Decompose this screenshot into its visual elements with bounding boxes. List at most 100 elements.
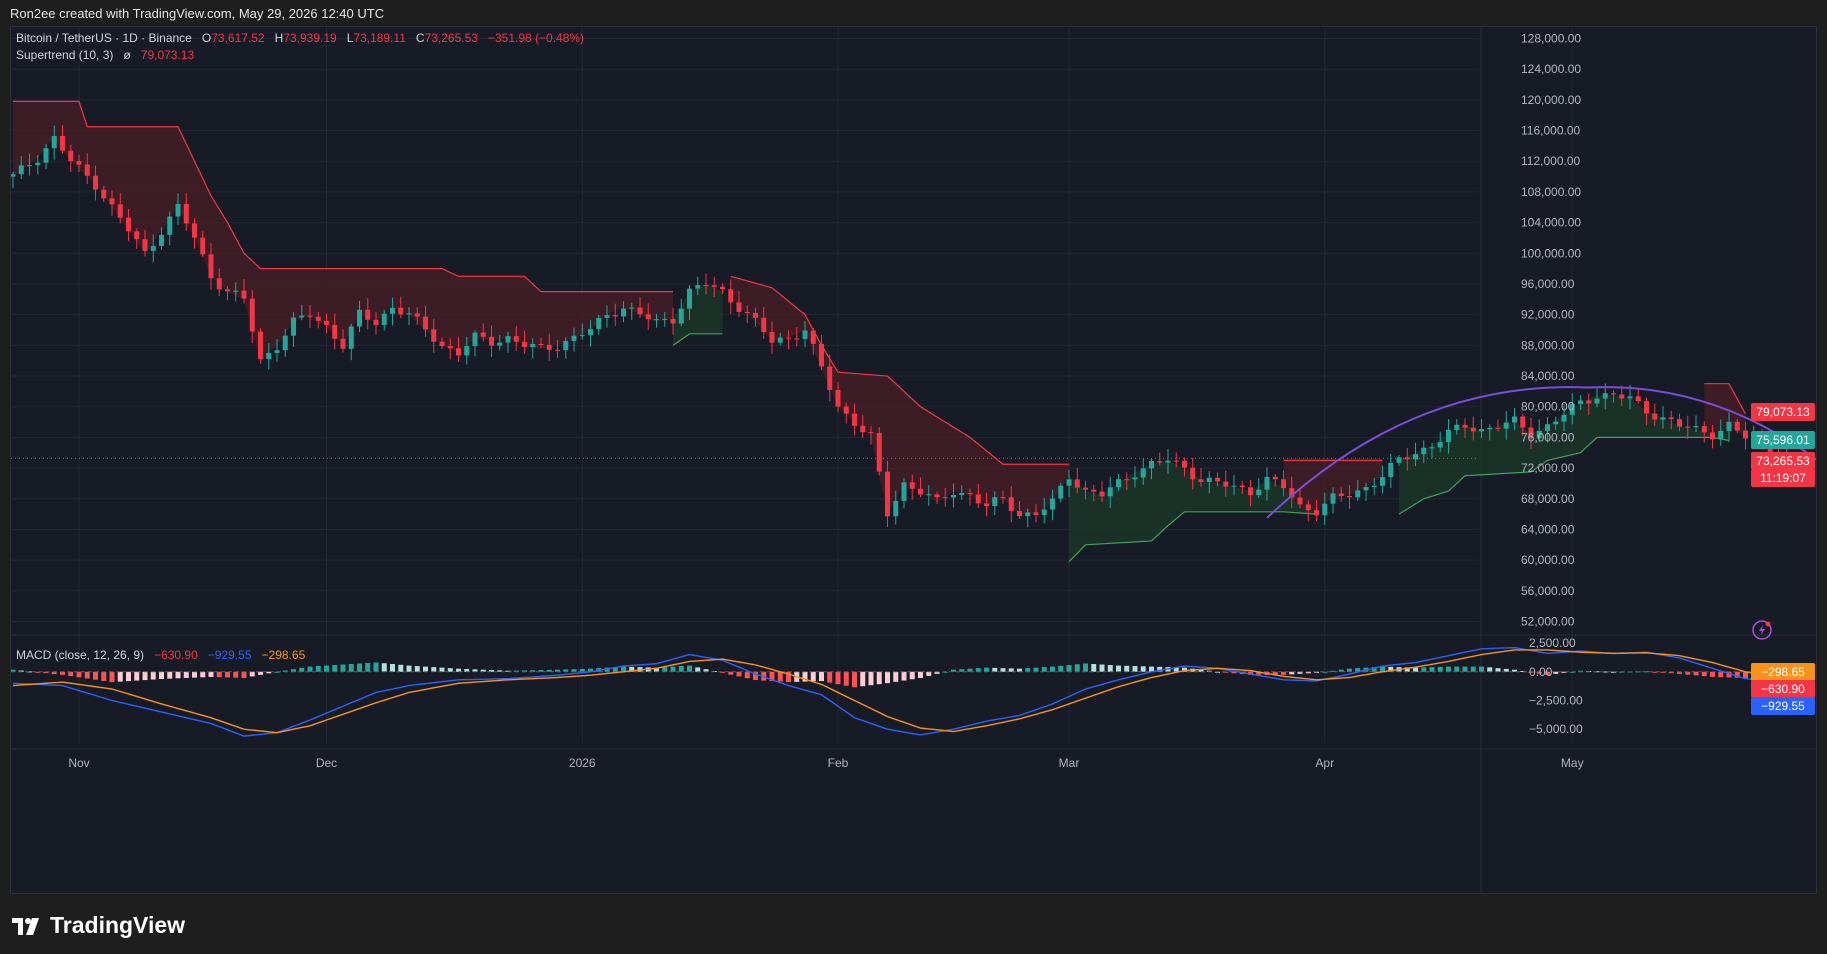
- macd-hist-bar: [464, 669, 470, 672]
- candle-body: [423, 316, 428, 330]
- low-key: L: [346, 31, 354, 45]
- candle-body: [695, 285, 701, 289]
- macd-hist-bar: [1734, 671, 1740, 678]
- tradingview-logo[interactable]: TradingView: [12, 912, 185, 939]
- macd-hist-bar: [1380, 666, 1385, 672]
- candle-body: [1388, 462, 1394, 478]
- macd-hist-badge: −298.65: [1751, 663, 1815, 681]
- candle-body: [381, 313, 387, 326]
- symbol-label[interactable]: Bitcoin / TetherUS · 1D · Binance: [16, 31, 192, 45]
- candle-body: [1413, 454, 1418, 460]
- candle-body: [1050, 498, 1055, 510]
- candle-body: [1033, 512, 1039, 515]
- macd-hist-bar: [1553, 671, 1559, 674]
- macd-hist-bar: [60, 671, 65, 675]
- candle-body: [1734, 421, 1740, 431]
- macd-hist-bar: [241, 671, 247, 678]
- macd-hist-bar: [1107, 665, 1113, 672]
- macd-label: MACD (close, 12, 26, 9): [16, 648, 145, 662]
- chart-frame[interactable]: 128,000.00 124,000.00 120,000.00 116,000.00…: [10, 26, 1817, 894]
- macd-hist-bar: [579, 668, 585, 672]
- macd-hist-bar: [1008, 668, 1014, 672]
- candle-body: [728, 289, 734, 303]
- macd-hist-bar: [1231, 671, 1237, 674]
- candle-body: [373, 319, 379, 326]
- candle-body: [1479, 429, 1484, 432]
- macd-hist-bar: [538, 670, 544, 672]
- candle-body: [11, 174, 16, 177]
- candle-body: [530, 344, 536, 348]
- candle-body: [192, 223, 197, 238]
- candle-body: [175, 203, 181, 217]
- macd-hist-bar: [142, 671, 148, 681]
- candle-body: [885, 471, 890, 517]
- candle-body: [794, 338, 800, 340]
- price-tick-label: 76,000.00: [1521, 430, 1575, 444]
- candle-body: [464, 346, 470, 356]
- candle-body: [1685, 426, 1691, 428]
- candle-body: [744, 312, 750, 314]
- macd-hist-bar: [1512, 669, 1517, 672]
- candle-body: [43, 148, 49, 163]
- macd-hist-bar: [868, 671, 874, 686]
- supertrend-down-fill: [1283, 460, 1383, 511]
- time-tick-label: Mar: [1059, 756, 1080, 770]
- macd-value: −630.90: [154, 648, 198, 662]
- candle-body: [1528, 427, 1534, 439]
- candle-body: [18, 165, 24, 175]
- macd-hist-bar: [1041, 667, 1047, 672]
- candle-body: [802, 330, 808, 339]
- supertrend-down-line: [730, 275, 1069, 465]
- candle-body: [216, 278, 222, 290]
- candle-body: [852, 413, 857, 426]
- close-value: 73,265.53: [424, 31, 478, 45]
- macd-hist-bar: [761, 671, 767, 681]
- supertrend-legend[interactable]: Supertrend (10, 3) ø 79,073.13: [16, 48, 194, 62]
- macd-hist-bar: [1429, 667, 1435, 672]
- candle-body: [439, 341, 445, 347]
- candle-body: [84, 164, 90, 176]
- candle-body: [1710, 432, 1715, 440]
- macd-legend[interactable]: MACD (close, 12, 26, 9) −630.90 −929.55 …: [16, 648, 305, 662]
- price-chart[interactable]: 128,000.00 124,000.00 120,000.00 116,000.00…: [11, 27, 1816, 893]
- macd-hist-bar: [480, 669, 486, 672]
- macd-hist-bar: [1074, 664, 1080, 672]
- time-tick-label: Dec: [316, 756, 337, 770]
- candle-body: [1701, 426, 1707, 433]
- candle-body: [1322, 503, 1328, 516]
- macd-hist-bar: [678, 666, 684, 672]
- candles: [11, 124, 1790, 528]
- macd-hist-bar: [513, 670, 519, 672]
- macd-hist-bar: [1718, 671, 1724, 678]
- macd-hist-bar: [1017, 668, 1022, 672]
- macd-hist-bar: [1198, 669, 1204, 672]
- macd-hist-bar: [381, 663, 387, 672]
- candle-body: [1363, 487, 1369, 491]
- price-tick-label: 52,000.00: [1521, 614, 1575, 628]
- grid-lines: [11, 27, 1573, 743]
- candle-body: [1578, 400, 1583, 404]
- macd-hist-bar: [1470, 666, 1476, 672]
- candle-body: [1157, 461, 1163, 463]
- macd-line: [12, 646, 1787, 737]
- candle-body: [1107, 487, 1113, 497]
- candle-body: [332, 324, 338, 339]
- candle-body: [117, 204, 123, 218]
- candle-body: [489, 336, 494, 346]
- macd-hist-bar: [571, 669, 577, 672]
- candle-body: [967, 492, 973, 495]
- candle-body: [1668, 417, 1674, 420]
- candle-body: [1074, 479, 1080, 488]
- macd-hist-bar: [332, 665, 338, 672]
- candle-body: [975, 494, 981, 504]
- candle-body: [126, 217, 131, 232]
- candle-body: [711, 285, 717, 287]
- candle-body: [68, 150, 74, 162]
- candle-body: [703, 285, 709, 287]
- candle-body: [348, 326, 354, 349]
- macd-line-badge: −630.90: [1751, 680, 1815, 698]
- macd-hist-bar: [159, 671, 164, 680]
- macd-hist-bar: [1487, 667, 1493, 672]
- macd-hist-bar: [835, 671, 841, 685]
- supertrend-up-fill: [1399, 395, 1729, 515]
